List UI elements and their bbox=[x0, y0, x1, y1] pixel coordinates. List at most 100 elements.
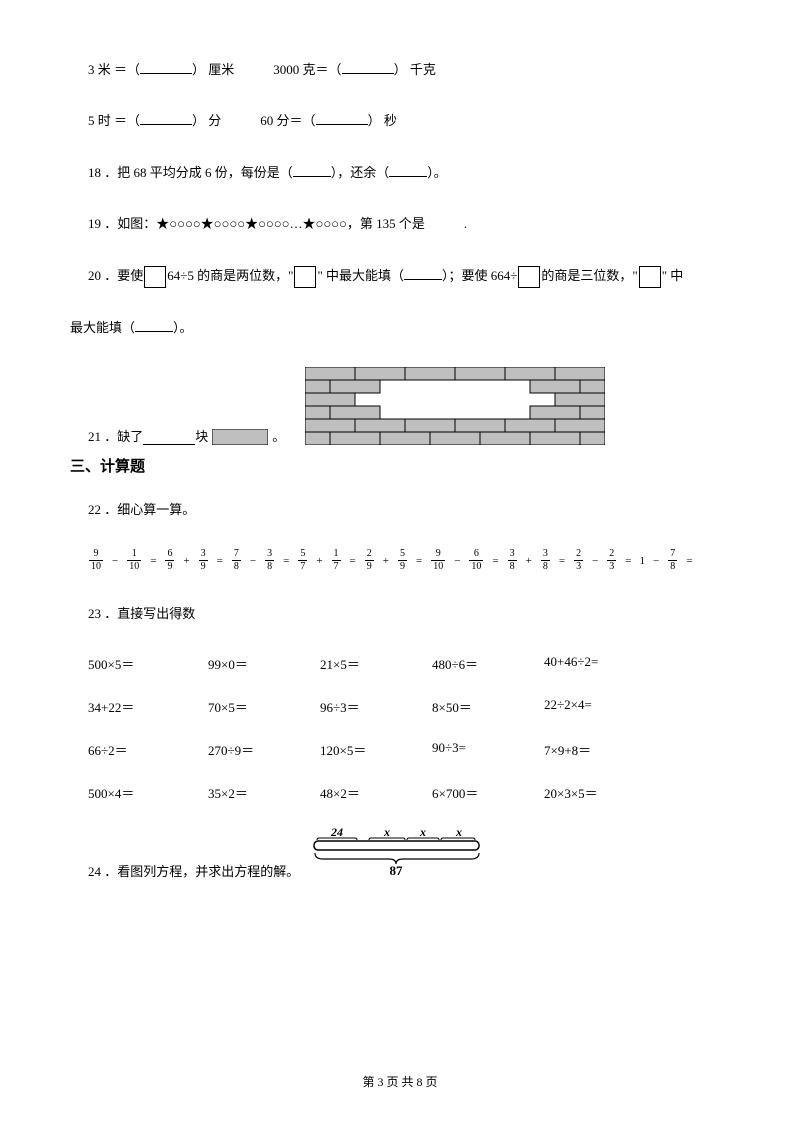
calc-cell: 6×700＝ bbox=[432, 783, 544, 802]
fraction: 38 bbox=[508, 549, 517, 572]
calc-row: 34+22＝70×5＝96÷3＝8×50＝22÷2×4= bbox=[88, 697, 730, 716]
operator: = bbox=[416, 555, 422, 567]
calc-cell: 270÷9＝ bbox=[208, 740, 320, 759]
fraction: 610 bbox=[469, 549, 483, 572]
fraction: 38 bbox=[265, 549, 274, 572]
fraction: 910 bbox=[89, 549, 103, 572]
operator: + bbox=[383, 555, 389, 567]
seg-label: x bbox=[419, 826, 426, 839]
calc-cell: 21×5＝ bbox=[320, 654, 432, 673]
fraction: 39 bbox=[199, 549, 208, 572]
calc-row: 500×5＝99×0＝21×5＝480÷6＝40+46÷2= bbox=[88, 654, 730, 673]
fraction: 38 bbox=[541, 549, 550, 572]
q21-c: 。 bbox=[272, 426, 285, 445]
q22-label: 22 ．细心算一算。 bbox=[70, 498, 730, 521]
operator: = bbox=[283, 555, 289, 567]
page-footer: 第 3 页 共 8 页 bbox=[0, 1073, 800, 1090]
fraction: 78 bbox=[668, 549, 677, 572]
fraction: 59 bbox=[398, 549, 407, 572]
calc-cell: 99×0＝ bbox=[208, 654, 320, 673]
fraction: 110 bbox=[127, 549, 141, 572]
q17-row2: 5 时 ＝（ ） 分 60 分＝（ ） 秒 bbox=[70, 109, 730, 132]
q17b-rhs: ） 分 bbox=[192, 113, 221, 128]
q19: 19 ．如图：★○○○○★○○○○★○○○○…★○○○○，第 135 个是 . bbox=[70, 212, 730, 235]
fraction: 17 bbox=[332, 549, 341, 572]
calc-cell: 8×50＝ bbox=[432, 697, 544, 716]
calc-cell: 500×4＝ bbox=[88, 783, 208, 802]
q22-fractions: 910−110=69+39=78−38=57+17=29+59=910−610=… bbox=[70, 549, 730, 572]
seg-label: 24 bbox=[330, 826, 343, 839]
q17b-rhs2: ） 秒 bbox=[368, 113, 397, 128]
q21: 21 ．缺了 块 。 bbox=[70, 367, 730, 445]
calc-row: 500×4＝35×2＝48×2＝6×700＝20×3×5＝ bbox=[88, 783, 730, 802]
calc-cell: 480÷6＝ bbox=[432, 654, 544, 673]
spacer bbox=[234, 62, 273, 77]
input-box[interactable] bbox=[639, 266, 661, 288]
q17a-lhs2: 3000 克＝（ bbox=[273, 62, 341, 77]
blank[interactable] bbox=[404, 266, 442, 280]
input-box[interactable] bbox=[294, 266, 316, 288]
operator: = bbox=[625, 555, 631, 567]
calc-cell: 500×5＝ bbox=[88, 654, 208, 673]
q18-mid: ），还余（ bbox=[331, 165, 390, 180]
q17b-lhs2: 60 分＝（ bbox=[260, 113, 315, 128]
q24-diagram: 24 x x x 87 bbox=[309, 826, 489, 880]
q18-pre: 18 ．把 68 平均分成 6 份，每份是（ bbox=[88, 165, 293, 180]
q20: 20 ．要使64÷5 的商是两位数，"" 中最大能填（）；要使 664÷的商是三… bbox=[70, 264, 730, 288]
q20-f: " 中 bbox=[662, 268, 684, 283]
calc-cell: 20×3×5＝ bbox=[544, 783, 656, 802]
spacer bbox=[221, 113, 260, 128]
calc-cell: 48×2＝ bbox=[320, 783, 432, 802]
blank[interactable] bbox=[140, 111, 192, 125]
operator: + bbox=[316, 555, 322, 567]
blank[interactable] bbox=[342, 60, 394, 74]
q23-label: 23 ．直接写出得数 bbox=[70, 602, 730, 625]
operator: − bbox=[250, 555, 256, 567]
calc-cell: 66÷2＝ bbox=[88, 740, 208, 759]
operator: = bbox=[686, 555, 692, 567]
operator: − bbox=[653, 555, 659, 567]
input-box[interactable] bbox=[144, 266, 166, 288]
blank[interactable] bbox=[316, 111, 368, 125]
fraction: 910 bbox=[431, 549, 445, 572]
seg-label: x bbox=[455, 826, 462, 839]
calc-row: 66÷2＝270÷9＝120×5＝90÷3=7×9+8＝ bbox=[88, 740, 730, 759]
operator: − bbox=[454, 555, 460, 567]
q19-text: 19 ．如图：★○○○○★○○○○★○○○○…★○○○○，第 135 个是 . bbox=[88, 216, 467, 231]
blank[interactable] bbox=[293, 163, 331, 177]
blank[interactable] bbox=[140, 60, 192, 74]
q20-b: 64÷5 的商是两位数，" bbox=[167, 268, 293, 283]
q20-g: 最大能填（ bbox=[70, 320, 135, 335]
operator: = bbox=[350, 555, 356, 567]
blank[interactable] bbox=[135, 318, 173, 332]
q24: 24 ．看图列方程，并求出方程的解。 24 x x x 87 bbox=[70, 826, 730, 880]
fraction: 29 bbox=[365, 549, 374, 572]
q17b-lhs: 5 时 ＝（ bbox=[88, 113, 140, 128]
total-label: 87 bbox=[390, 863, 404, 876]
q21-a: 21 ．缺了 bbox=[88, 426, 143, 445]
q17a-rhs: ） 厘米 bbox=[192, 62, 234, 77]
calc-cell: 34+22＝ bbox=[88, 697, 208, 716]
q21-b: 块 bbox=[195, 426, 208, 445]
blank[interactable] bbox=[143, 431, 195, 445]
seg-label: x bbox=[383, 826, 390, 839]
fraction: 57 bbox=[298, 549, 307, 572]
q18-post: ）。 bbox=[427, 165, 447, 180]
calc-cell: 96÷3＝ bbox=[320, 697, 432, 716]
calc-grid: 500×5＝99×0＝21×5＝480÷6＝40+46÷2= 34+22＝70×5… bbox=[70, 654, 730, 802]
q20-cont: 最大能填（）。 bbox=[70, 316, 730, 339]
operator: − bbox=[592, 555, 598, 567]
operator: = bbox=[217, 555, 223, 567]
input-box[interactable] bbox=[518, 266, 540, 288]
operator: + bbox=[183, 555, 189, 567]
calc-cell: 7×9+8＝ bbox=[544, 740, 656, 759]
calc-cell: 70×5＝ bbox=[208, 697, 320, 716]
calc-cell: 22÷2×4= bbox=[544, 697, 656, 716]
q20-a: 20 ．要使 bbox=[88, 268, 143, 283]
literal: 1 bbox=[640, 555, 646, 567]
operator: = bbox=[559, 555, 565, 567]
section-3-title: 三、计算题 bbox=[70, 455, 730, 476]
fraction: 69 bbox=[165, 549, 174, 572]
blank[interactable] bbox=[389, 163, 427, 177]
calc-cell: 35×2＝ bbox=[208, 783, 320, 802]
